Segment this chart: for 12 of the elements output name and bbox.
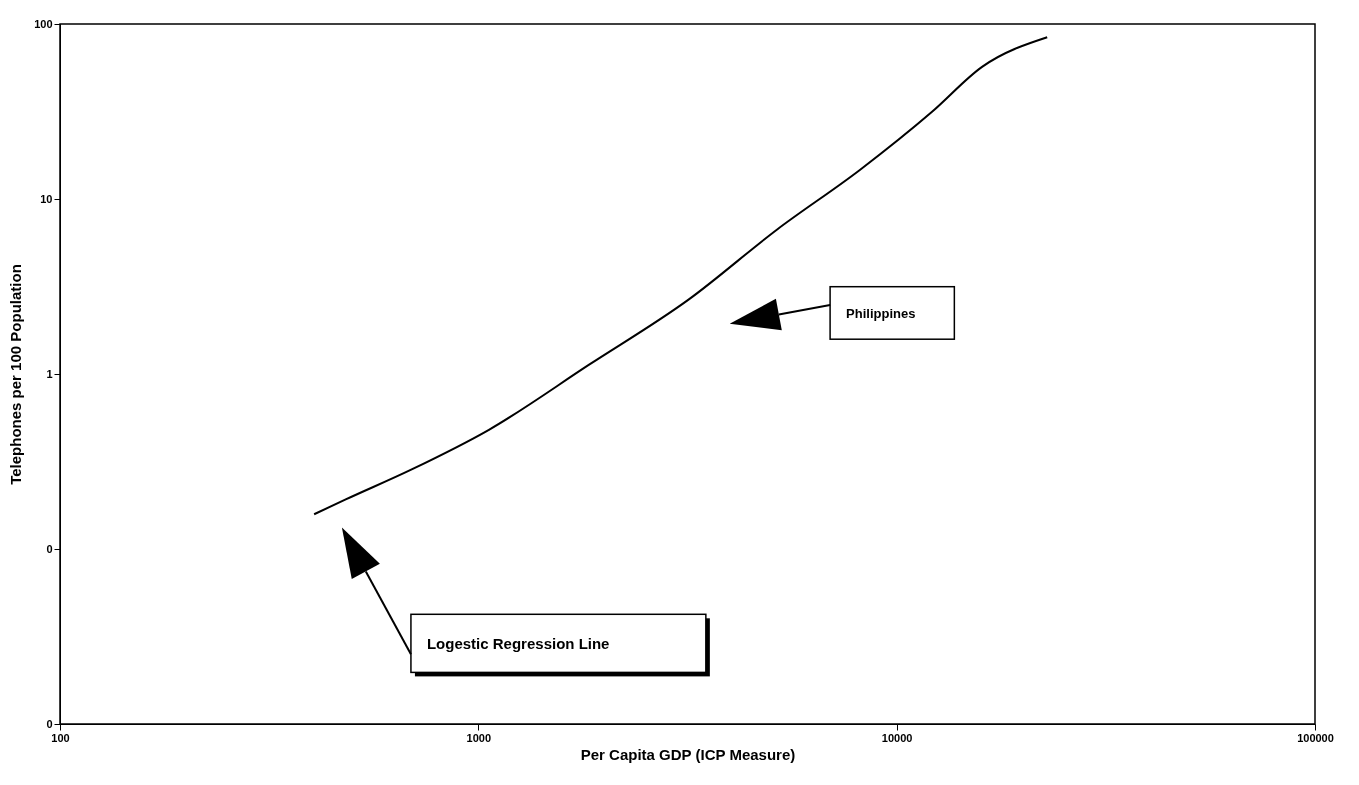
annotation: Philippines xyxy=(846,305,916,321)
x-axis-title: Per Capita GDP (ICP Measure) xyxy=(580,745,796,763)
annotation: Logestic Regression Line xyxy=(426,634,610,652)
y-tick-label: 100 xyxy=(34,17,53,30)
y-tick-label: 1 xyxy=(46,367,53,380)
y-axis-title: Telephones per 100 Population xyxy=(7,264,25,485)
y-tick-label: 0 xyxy=(46,717,53,730)
y-tick-label: 10 xyxy=(40,192,53,205)
x-tick-label: 1000 xyxy=(466,731,492,744)
x-tick-label: 10000 xyxy=(881,731,913,744)
y-tick-label: 0 xyxy=(46,542,53,555)
x-tick-label: 100000 xyxy=(1297,731,1334,744)
